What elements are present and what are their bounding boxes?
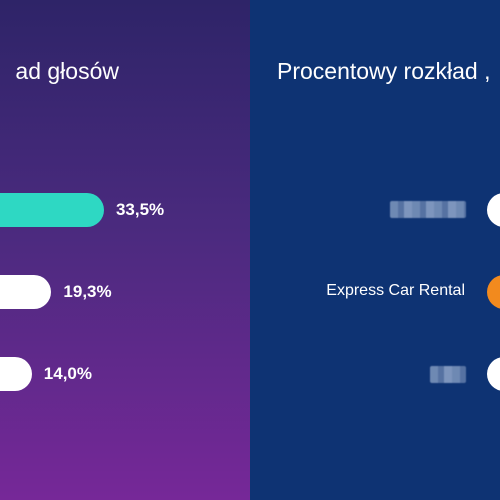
bar-1 — [0, 193, 104, 227]
blurred-category-label-3 — [430, 366, 466, 383]
blurred-category-label-1 — [390, 201, 466, 218]
bar-2 — [0, 275, 52, 309]
right-chart-title: Procentowy rozkład , — [277, 58, 491, 84]
left-chart-panel: ad głosów 33,5% 19,3% 14,0% — [0, 0, 250, 500]
bar-value-label-2: 19,3% — [63, 282, 112, 301]
right-bar-2 — [487, 275, 500, 309]
category-label-express-car-rental: Express Car Rental — [326, 282, 465, 299]
right-chart-panel: Procentowy rozkład , Express Car Rental — [250, 0, 500, 500]
left-chart-title: ad głosów — [15, 58, 119, 84]
right-bar-3 — [487, 357, 500, 391]
bar-3 — [0, 357, 32, 391]
bar-value-label-3: 14,0% — [43, 364, 92, 383]
bar-value-label-1: 33,5% — [115, 200, 165, 219]
right-bar-1 — [487, 193, 500, 227]
